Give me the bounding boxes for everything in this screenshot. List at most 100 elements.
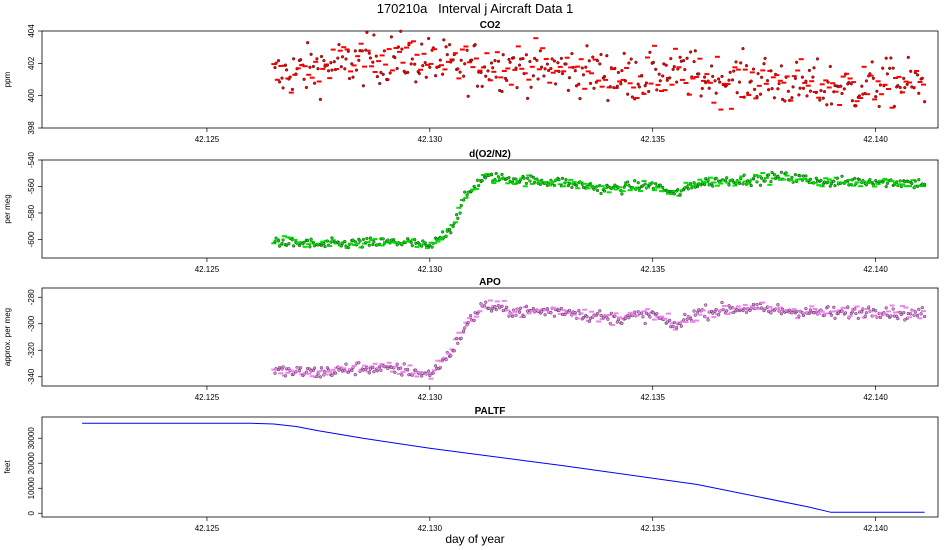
x-tick-label: 42.135 [640, 265, 665, 274]
data-point [299, 58, 303, 62]
data-point [487, 299, 493, 302]
data-point [846, 305, 850, 309]
data-point [463, 62, 467, 66]
data-point [274, 61, 278, 65]
data-point [735, 305, 741, 308]
data-point [617, 186, 623, 189]
data-point [491, 182, 497, 184]
data-point [889, 304, 895, 307]
data-point [340, 55, 345, 59]
data-point [533, 37, 539, 40]
data-point [770, 308, 776, 310]
data-point [316, 67, 320, 71]
data-point [751, 302, 756, 306]
data-point [697, 72, 701, 76]
data-point [710, 64, 714, 68]
data-point [428, 241, 434, 244]
data-point [552, 314, 556, 318]
data-point [360, 245, 364, 249]
data-point [769, 180, 773, 184]
data-point [882, 313, 888, 316]
data-point [557, 69, 561, 74]
data-point [500, 89, 504, 94]
data-point [368, 367, 372, 371]
data-point [676, 194, 682, 197]
data-point [484, 173, 490, 176]
data-point [508, 313, 514, 316]
data-point [348, 70, 354, 73]
data-point [400, 242, 406, 245]
data-point [672, 320, 676, 325]
data-point [864, 311, 868, 315]
data-point [832, 179, 836, 183]
data-point [860, 310, 864, 314]
data-point [788, 99, 794, 102]
data-point [549, 311, 553, 315]
data-point [895, 180, 899, 184]
data-point [879, 179, 884, 182]
data-point [570, 185, 574, 189]
data-point [868, 310, 874, 313]
data-point [616, 318, 620, 322]
data-point [378, 81, 382, 86]
data-point [683, 312, 687, 317]
data-point [727, 183, 731, 187]
x-tick-label: 42.125 [195, 393, 220, 402]
panel-title: APO [479, 277, 501, 288]
data-point [622, 51, 626, 55]
data-point [732, 69, 736, 73]
data-point [700, 309, 706, 312]
data-point [369, 239, 375, 241]
data-point [591, 55, 595, 59]
data-point [550, 71, 556, 74]
data-point [657, 72, 661, 76]
data-point [676, 188, 680, 192]
data-point [833, 90, 839, 93]
data-point [795, 317, 801, 320]
data-point [629, 57, 633, 61]
data-point [823, 177, 829, 180]
data-point [355, 242, 361, 245]
data-point [652, 189, 657, 192]
data-point [297, 369, 301, 373]
data-point [861, 307, 865, 311]
data-point [358, 42, 364, 45]
data-point [812, 181, 818, 184]
data-point [756, 307, 762, 310]
data-point [776, 303, 780, 307]
data-point [578, 97, 582, 101]
data-point [842, 87, 846, 91]
data-point [357, 58, 361, 62]
data-point [449, 224, 455, 226]
data-point [725, 309, 729, 313]
data-point [872, 314, 878, 317]
data-point [913, 179, 917, 183]
data-point [362, 65, 368, 68]
data-point [777, 79, 783, 82]
data-point [774, 74, 780, 77]
data-point [714, 184, 720, 187]
y-tick-label: 20000 [27, 452, 36, 475]
data-point [421, 243, 427, 246]
data-point [554, 307, 560, 310]
data-point [801, 313, 806, 318]
data-point [746, 182, 752, 185]
data-point [283, 63, 287, 67]
data-point [295, 367, 301, 370]
data-point [465, 48, 469, 52]
data-point [697, 178, 703, 181]
data-point [634, 97, 640, 99]
data-point [706, 318, 710, 322]
data-point [753, 97, 759, 100]
data-point [742, 95, 746, 99]
data-point [769, 311, 773, 315]
data-point [280, 76, 284, 80]
data-point [654, 67, 658, 71]
data-point [641, 92, 647, 95]
data-point [741, 182, 745, 186]
data-point [466, 191, 472, 194]
data-point [428, 65, 432, 69]
data-point [294, 370, 298, 374]
data-point [634, 60, 638, 64]
data-point [595, 311, 600, 316]
